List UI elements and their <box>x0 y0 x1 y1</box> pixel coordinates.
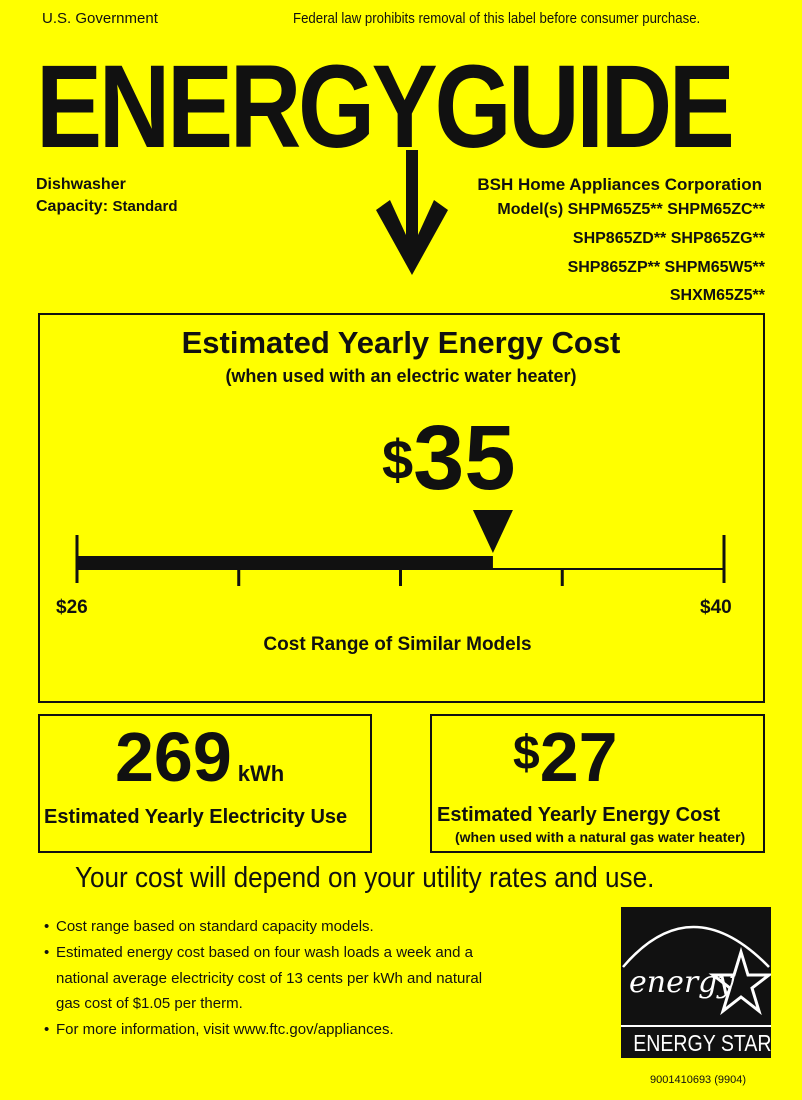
label-code: 9001410693 (9904) <box>650 1074 747 1086</box>
model-line: SHXM65Z5** <box>669 287 765 304</box>
energy-star-logo: energy ENERGY STAR <box>621 907 774 1058</box>
header-right: Federal law prohibits removal of this la… <box>293 10 701 27</box>
main-title: Estimated Yearly Energy Cost <box>181 325 621 360</box>
energy-star-divider <box>621 1025 771 1027</box>
energy-star-icon: energy <box>622 925 774 1016</box>
main-cost-box <box>38 313 765 703</box>
gas-cost: $27 <box>513 718 618 796</box>
scale-min-label: $26 <box>56 597 88 618</box>
note: Cost range based on standard capacity mo… <box>44 918 374 935</box>
model-line: SHP865ZD** SHP865ZG** <box>572 230 765 247</box>
energy-star-label: ENERGY STAR <box>633 1030 772 1056</box>
cost-pointer-marker <box>472 510 513 553</box>
model-line: SHP865ZP** SHPM65W5** <box>567 259 765 276</box>
header-left: U.S. Government <box>42 10 158 27</box>
product-type: Dishwasher <box>36 176 126 193</box>
electricity-label: Estimated Yearly Electricity Use <box>44 806 348 828</box>
electricity-value: 269 kWh <box>115 718 285 796</box>
electricity-box <box>38 714 372 853</box>
energyguide-title: ENERGYGUIDE <box>36 41 735 173</box>
gas-label: Estimated Yearly Energy Cost <box>437 804 721 826</box>
svg-text:energy: energy <box>629 965 735 1000</box>
scale-fill-bar <box>77 556 493 570</box>
note: gas cost of $1.05 per therm. <box>56 995 243 1012</box>
product-capacity: Capacity: Standard <box>36 198 178 215</box>
main-cost: $35 <box>382 407 516 509</box>
tagline: Your cost will depend on your utility ra… <box>75 862 655 894</box>
arrow-down-icon <box>376 150 448 275</box>
model-line: Model(s) SHPM65Z5** SHPM65ZC** <box>497 201 765 218</box>
note: Estimated energy cost based on four wash… <box>44 944 473 961</box>
gas-box <box>430 714 765 853</box>
manufacturer: BSH Home Appliances Corporation <box>477 175 762 194</box>
scale-max-label: $40 <box>700 597 732 618</box>
note: For more information, visit www.ftc.gov/… <box>44 1021 394 1038</box>
range-caption: Cost Range of Similar Models <box>263 634 532 655</box>
note: national average electricity cost of 13 … <box>56 970 483 987</box>
gas-sublabel: (when used with a natural gas water heat… <box>455 829 746 845</box>
main-subtitle: (when used with an electric water heater… <box>225 366 577 386</box>
cost-scale <box>75 510 726 586</box>
